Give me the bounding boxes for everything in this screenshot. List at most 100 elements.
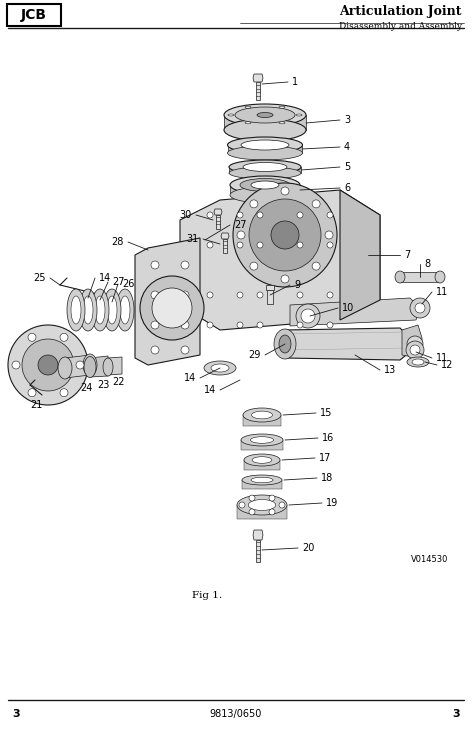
Ellipse shape	[95, 296, 105, 324]
Circle shape	[410, 298, 430, 318]
Text: 5: 5	[344, 162, 350, 172]
Circle shape	[207, 242, 213, 248]
Polygon shape	[228, 145, 302, 153]
Ellipse shape	[251, 477, 273, 483]
Text: Disassembly and Assembly: Disassembly and Assembly	[339, 21, 462, 31]
Circle shape	[249, 495, 255, 501]
Circle shape	[38, 355, 58, 375]
Circle shape	[152, 288, 192, 328]
Circle shape	[181, 321, 189, 329]
Circle shape	[22, 339, 74, 391]
Ellipse shape	[103, 358, 113, 376]
Ellipse shape	[245, 122, 251, 124]
Circle shape	[207, 322, 213, 328]
Ellipse shape	[204, 361, 236, 375]
Ellipse shape	[83, 296, 93, 324]
Text: 24: 24	[80, 383, 93, 393]
Ellipse shape	[245, 106, 251, 108]
Circle shape	[60, 389, 68, 397]
Circle shape	[249, 199, 321, 271]
Text: 3: 3	[344, 115, 350, 125]
Ellipse shape	[103, 289, 121, 331]
Text: 3: 3	[12, 709, 20, 719]
Ellipse shape	[435, 271, 445, 283]
Circle shape	[237, 231, 245, 239]
Circle shape	[60, 333, 68, 341]
Circle shape	[297, 322, 303, 328]
Ellipse shape	[279, 122, 285, 124]
Ellipse shape	[91, 289, 109, 331]
Circle shape	[269, 495, 275, 501]
Text: 14: 14	[184, 373, 196, 383]
Circle shape	[271, 221, 299, 249]
Text: 18: 18	[321, 473, 333, 483]
Circle shape	[249, 509, 255, 515]
Circle shape	[12, 361, 20, 369]
Text: 11: 11	[436, 287, 448, 297]
Ellipse shape	[84, 356, 96, 378]
Polygon shape	[230, 185, 300, 195]
Text: 8: 8	[424, 259, 430, 269]
Polygon shape	[221, 233, 229, 239]
Ellipse shape	[252, 456, 272, 464]
Bar	[256, 82, 260, 100]
Ellipse shape	[224, 119, 306, 141]
Polygon shape	[340, 190, 380, 320]
Ellipse shape	[244, 454, 280, 466]
Polygon shape	[242, 480, 282, 489]
Ellipse shape	[251, 181, 279, 189]
Text: 13: 13	[384, 365, 396, 375]
Circle shape	[181, 346, 189, 354]
Circle shape	[237, 242, 243, 248]
Text: Fig 1.: Fig 1.	[192, 590, 222, 599]
Polygon shape	[229, 167, 301, 173]
Circle shape	[296, 304, 320, 328]
Ellipse shape	[120, 296, 130, 324]
Text: 20: 20	[302, 543, 314, 553]
Ellipse shape	[228, 114, 234, 116]
Text: 19: 19	[326, 498, 338, 508]
Circle shape	[28, 333, 36, 341]
Polygon shape	[135, 238, 200, 365]
Circle shape	[327, 242, 333, 248]
Ellipse shape	[230, 176, 300, 194]
Circle shape	[207, 212, 213, 218]
Circle shape	[140, 276, 204, 340]
Ellipse shape	[395, 271, 405, 283]
Polygon shape	[253, 74, 263, 82]
Circle shape	[151, 291, 159, 299]
Text: 1: 1	[292, 77, 298, 87]
Text: 21: 21	[30, 400, 42, 410]
Circle shape	[181, 261, 189, 269]
Circle shape	[327, 212, 333, 218]
Ellipse shape	[116, 289, 134, 331]
Bar	[216, 215, 220, 229]
Ellipse shape	[296, 114, 302, 116]
Polygon shape	[214, 209, 222, 215]
Circle shape	[297, 212, 303, 218]
Ellipse shape	[412, 359, 424, 365]
Ellipse shape	[279, 106, 285, 108]
Ellipse shape	[242, 475, 282, 485]
Text: JCB: JCB	[21, 8, 47, 22]
Ellipse shape	[107, 296, 117, 324]
Ellipse shape	[248, 499, 276, 510]
Circle shape	[279, 502, 285, 508]
Circle shape	[151, 261, 159, 269]
Polygon shape	[180, 190, 380, 330]
Circle shape	[257, 292, 263, 298]
Circle shape	[28, 389, 36, 397]
Circle shape	[76, 361, 84, 369]
Text: 7: 7	[404, 250, 410, 260]
Circle shape	[410, 345, 420, 355]
Ellipse shape	[79, 289, 97, 331]
Polygon shape	[402, 325, 422, 358]
Polygon shape	[237, 505, 287, 519]
Polygon shape	[108, 357, 122, 375]
Circle shape	[8, 325, 88, 405]
Circle shape	[312, 262, 320, 270]
Ellipse shape	[58, 357, 72, 379]
Text: 9813/0650: 9813/0650	[210, 709, 262, 719]
Polygon shape	[65, 355, 90, 378]
Text: 27: 27	[112, 277, 125, 287]
